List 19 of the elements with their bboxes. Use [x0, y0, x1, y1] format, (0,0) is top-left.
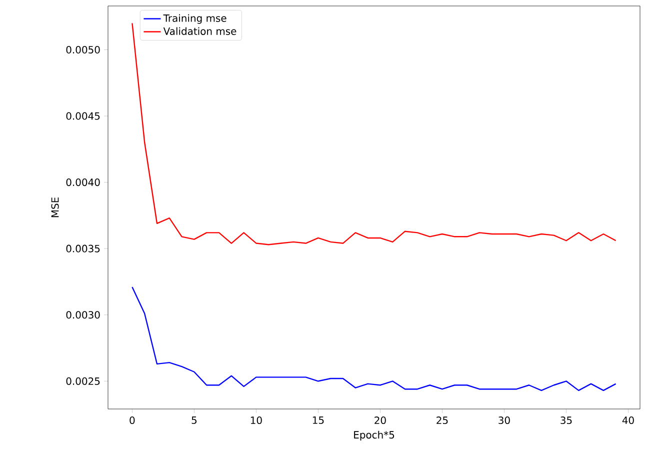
- x-tick-label: 20: [374, 416, 386, 424]
- y-tick-label: 0.0045: [66, 112, 100, 120]
- y-tick-label: 0.0050: [66, 46, 100, 54]
- y-tick-label: 0.0030: [66, 311, 100, 319]
- x-tick-label: 0: [130, 416, 135, 424]
- y-tick-label: 0.0040: [66, 178, 100, 186]
- x-tick-label: 40: [622, 416, 634, 424]
- x-tick-label: 5: [192, 416, 196, 424]
- x-axis-title: Epoch*5: [354, 430, 394, 441]
- x-tick-label: 35: [560, 416, 572, 424]
- x-tick-label: 25: [436, 416, 448, 424]
- y-tick-label: 0.0025: [66, 377, 100, 385]
- y-tick-label: 0.0035: [66, 244, 100, 252]
- legend-label: Validation mse: [163, 27, 236, 35]
- legend-label: Training mse: [163, 14, 226, 24]
- x-tick-label: 10: [250, 416, 262, 424]
- x-tick-label: 15: [312, 416, 324, 424]
- x-tick-label: 30: [498, 416, 510, 424]
- y-axis-title: MSE: [51, 198, 59, 218]
